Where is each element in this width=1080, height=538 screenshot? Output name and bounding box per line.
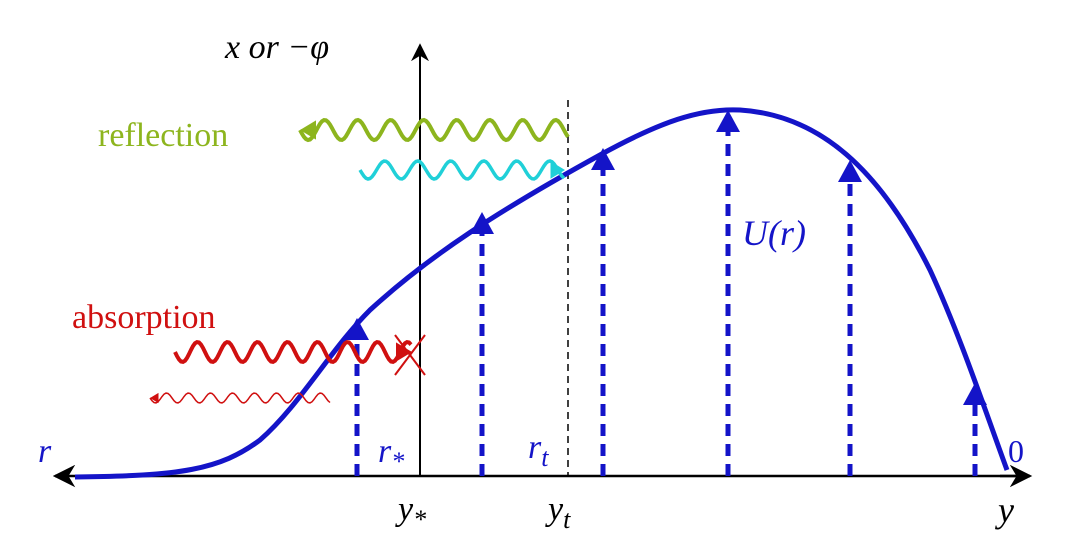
wave-head (300, 120, 316, 140)
y-t-label: yt (545, 491, 571, 534)
y-star-label: y* (395, 491, 426, 534)
arrow-head (345, 318, 369, 340)
wave-head (150, 392, 159, 404)
subscript: t (563, 505, 571, 534)
arrow-head (716, 110, 740, 132)
r-t-label: rt (528, 429, 549, 472)
arrow-head (838, 160, 862, 182)
arrow-head (591, 148, 615, 170)
subscript: * (391, 447, 404, 476)
vertical-axis-label: x or −φ (224, 29, 329, 66)
absorption-cross (394, 334, 426, 376)
wave (298, 117, 570, 143)
symbol: y (395, 491, 414, 528)
r-star-label: r* (378, 433, 404, 476)
subscript: * (413, 505, 426, 534)
wave-head (396, 342, 412, 362)
potential-curve (74, 107, 1010, 480)
wave (149, 392, 331, 404)
wave (358, 159, 566, 181)
arrow-head (470, 212, 494, 234)
absorption-label: absorption (72, 299, 216, 336)
symbol: y (545, 491, 564, 528)
wave (173, 339, 413, 365)
zero-label: 0 (1008, 433, 1024, 469)
wave-head (550, 161, 565, 179)
potential-label: U(r) (742, 213, 806, 253)
subscript: t (541, 443, 549, 472)
r-label: r (38, 433, 52, 470)
symbol: r (528, 429, 542, 466)
arrow-head (963, 383, 987, 405)
symbol: r (378, 433, 392, 470)
reflection-label: reflection (98, 117, 228, 154)
horizontal-axis-label: y (995, 490, 1014, 530)
